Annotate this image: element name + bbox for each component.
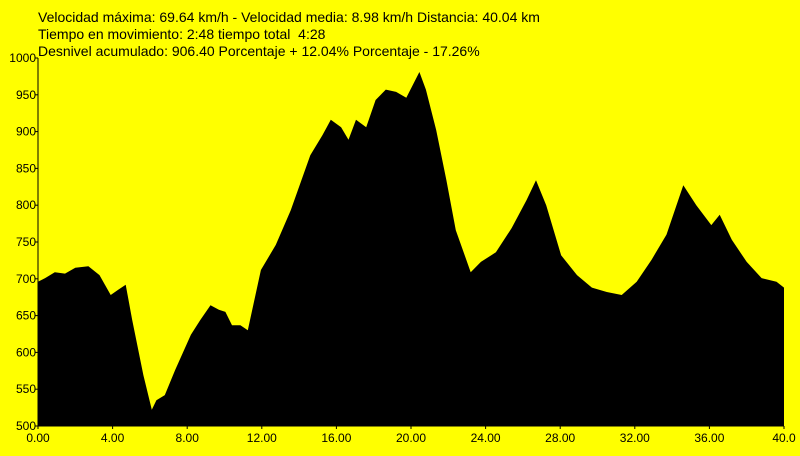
y-tick-label: 600 — [16, 345, 36, 359]
x-tick-label: 8.00 — [176, 431, 200, 445]
y-tick-label: 900 — [16, 125, 36, 139]
x-tick-label: 4.00 — [101, 431, 125, 445]
x-tick-label: 40.0 — [772, 431, 796, 445]
y-tick-label: 850 — [16, 161, 36, 175]
elevation-area — [38, 72, 784, 426]
x-tick-label: 16.00 — [321, 431, 351, 445]
x-tick-label: 32.00 — [620, 431, 650, 445]
y-tick-label: 950 — [16, 88, 36, 102]
x-tick-label: 24.00 — [471, 431, 501, 445]
x-tick-label: 36.00 — [694, 431, 724, 445]
x-tick-label: 0.00 — [26, 431, 50, 445]
y-tick-label: 500 — [16, 419, 36, 433]
y-tick-label: 550 — [16, 382, 36, 396]
header-line: Tiempo en movimiento: 2:48 tiempo total … — [38, 26, 326, 42]
y-tick-label: 650 — [16, 309, 36, 323]
y-tick-label: 1000 — [9, 51, 36, 65]
x-tick-label: 12.00 — [247, 431, 277, 445]
x-tick-label: 28.00 — [545, 431, 575, 445]
x-tick-label: 20.00 — [396, 431, 426, 445]
y-tick-label: 750 — [16, 235, 36, 249]
y-tick-label: 800 — [16, 198, 36, 212]
header-line: Velocidad máxima: 69.64 km/h - Velocidad… — [38, 9, 540, 25]
header-line: Desnivel acumulado: 906.40 Porcentaje + … — [38, 43, 480, 59]
y-tick-label: 700 — [16, 272, 36, 286]
